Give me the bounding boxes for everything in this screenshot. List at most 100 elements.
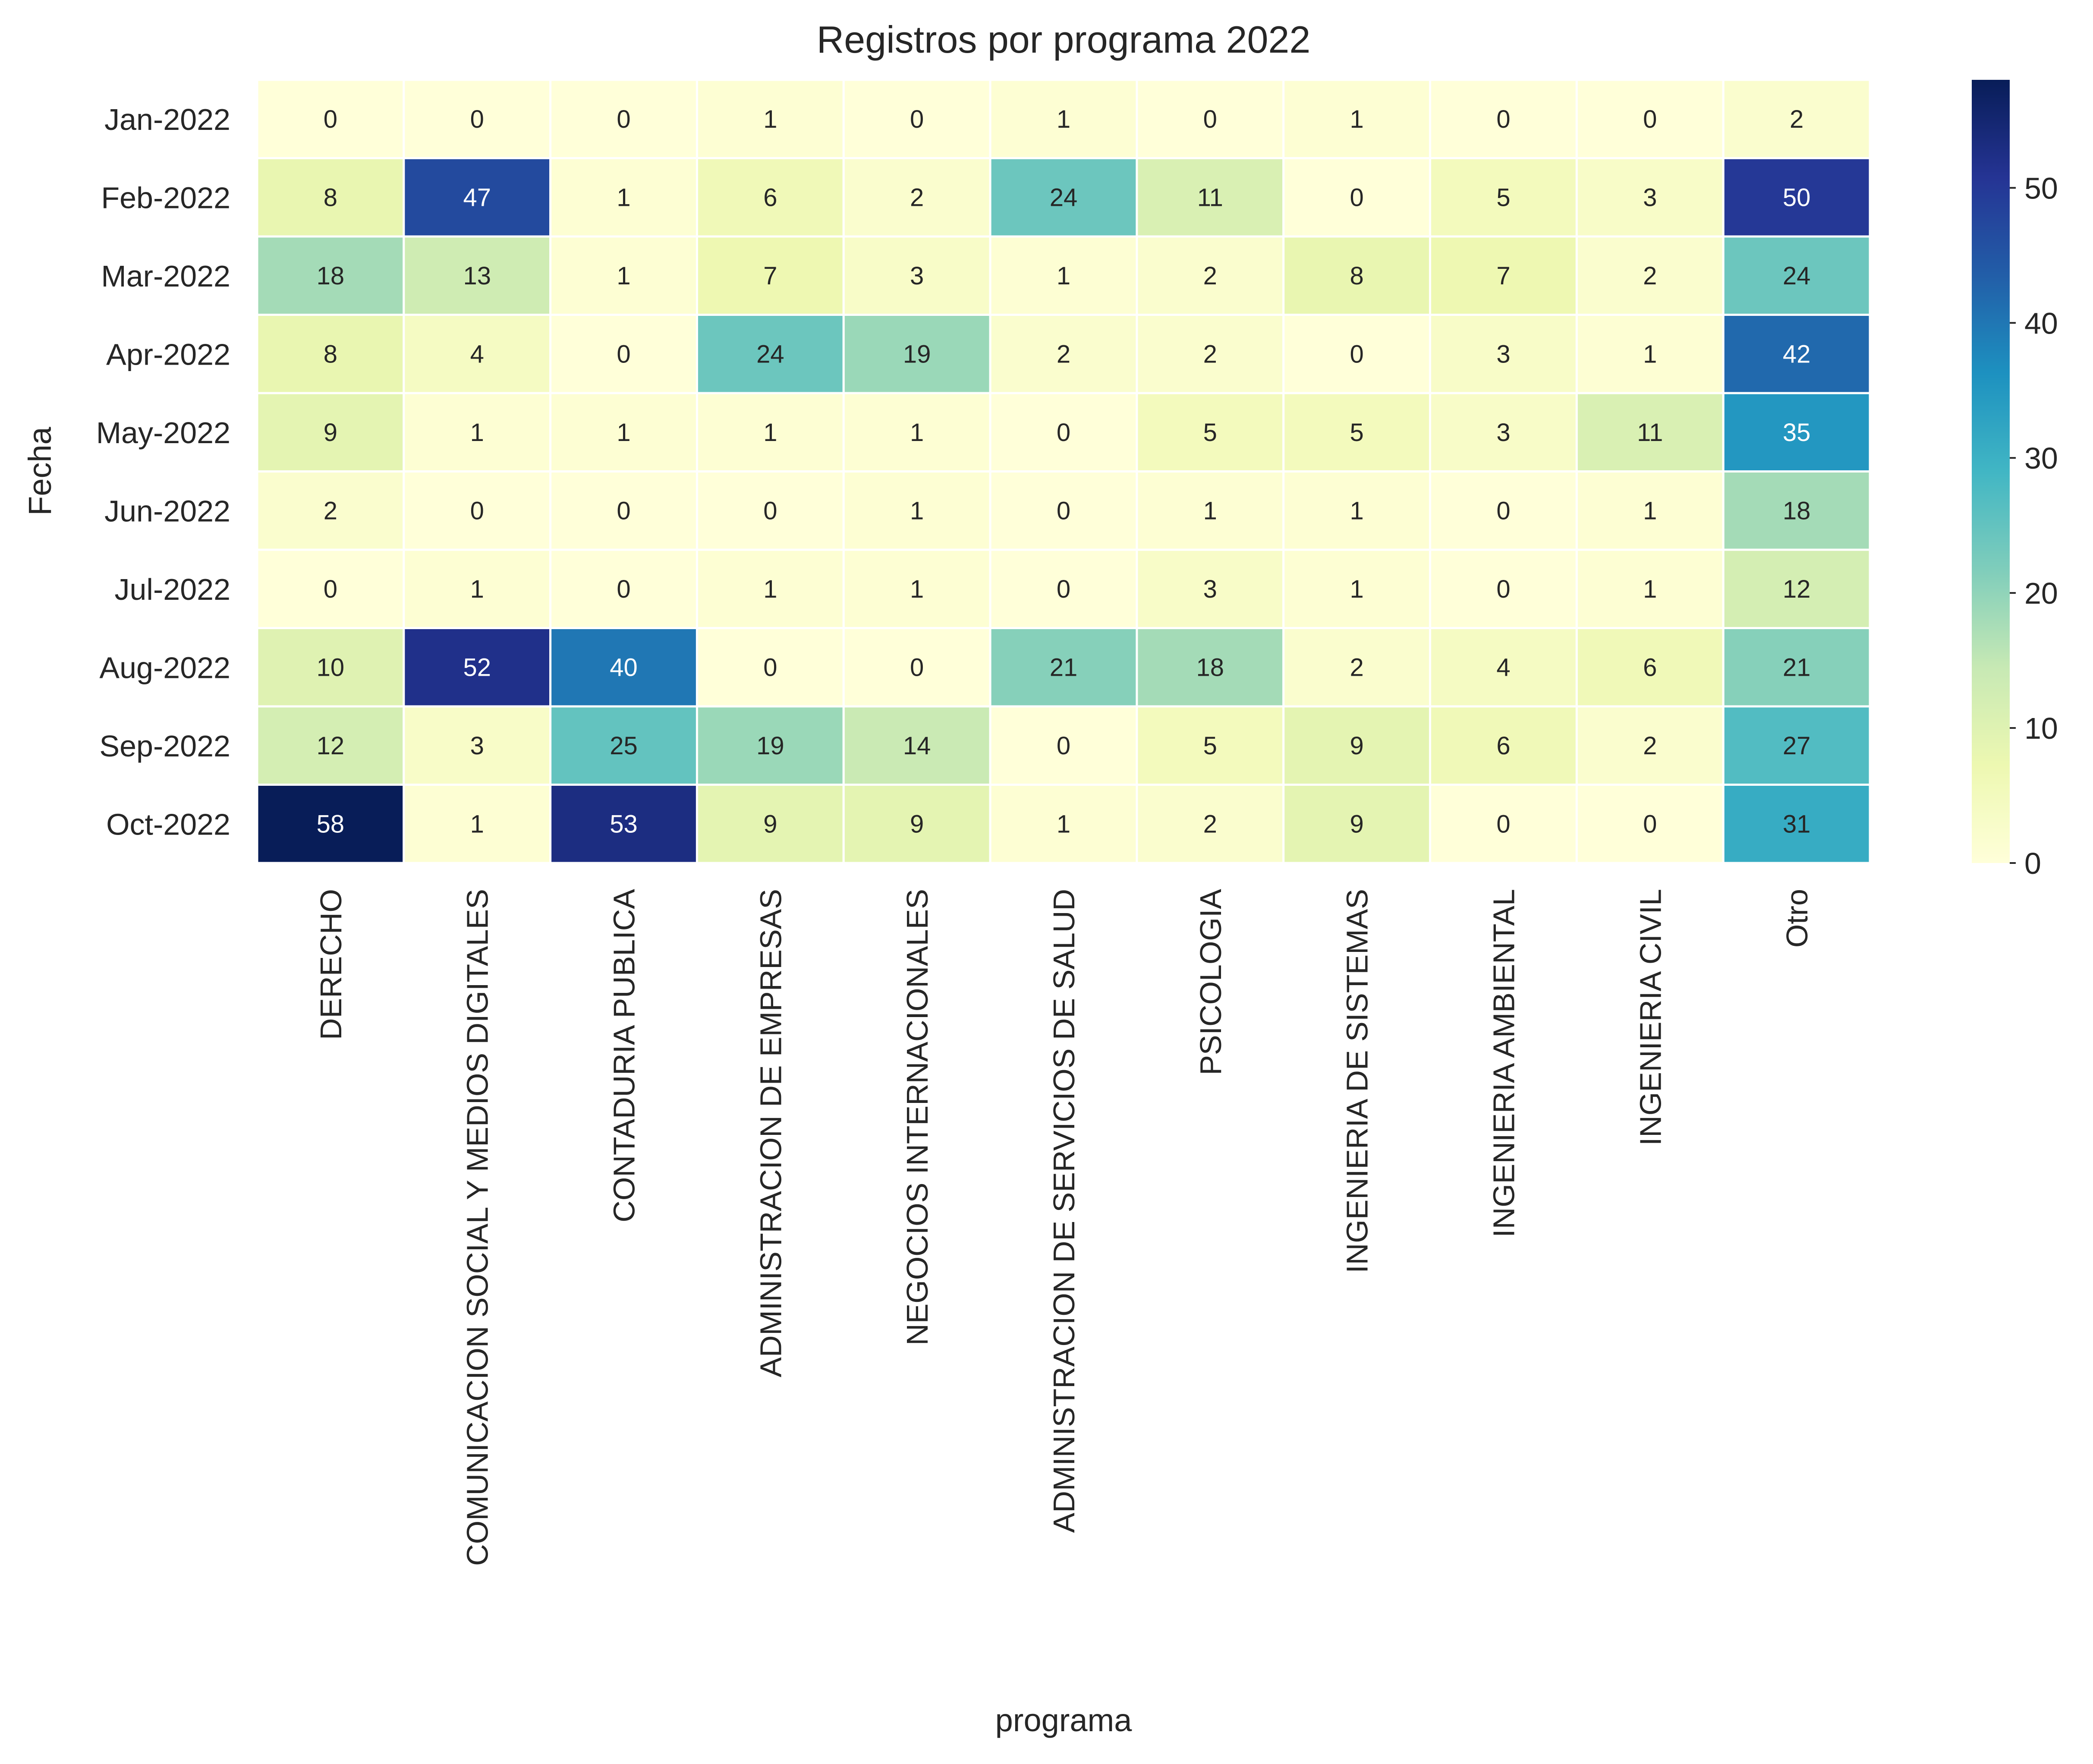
heatmap-cell bbox=[1575, 79, 1725, 159]
cell-value-label: 2 bbox=[1350, 653, 1364, 681]
cell-value-label: 1 bbox=[1203, 497, 1217, 525]
x-tick-label: DERECHO bbox=[314, 889, 348, 1040]
heatmap-cell bbox=[403, 627, 552, 708]
heatmap-cell bbox=[842, 392, 991, 472]
colorbar-tick-label: 20 bbox=[2024, 576, 2058, 610]
heatmap-cell bbox=[842, 784, 991, 864]
cell-value-label: 1 bbox=[763, 419, 777, 447]
cell-value-label: 2 bbox=[1203, 810, 1217, 838]
cell-value-label: 6 bbox=[1496, 732, 1510, 760]
y-tick-labels: Jan-2022 Feb-2022 Mar-2022 Apr-2022 May-2022… bbox=[96, 103, 230, 841]
colorbar-tick-label: 10 bbox=[2024, 712, 2058, 745]
heatmap-cell bbox=[549, 392, 698, 472]
cell-value-label: 10 bbox=[317, 653, 345, 681]
cell-value-label: 7 bbox=[763, 262, 777, 290]
cell-value-label: 0 bbox=[470, 105, 484, 133]
cell-value-label: 12 bbox=[1783, 575, 1811, 603]
x-tick-labels: DERECHO COMUNICACION SOCIAL Y MEDIOS DIGI… bbox=[314, 889, 1814, 1566]
cell-value-label: 1 bbox=[910, 419, 924, 447]
colorbar bbox=[1972, 80, 2010, 863]
cell-value-label: 0 bbox=[910, 105, 924, 133]
cell-value-label: 1 bbox=[1057, 105, 1070, 133]
heatmap-cell bbox=[1136, 157, 1285, 238]
heatmap-cell bbox=[1722, 548, 1871, 629]
cell-value-label: 1 bbox=[1643, 497, 1657, 525]
cell-value-label: 0 bbox=[1057, 732, 1070, 760]
heatmap-cell bbox=[549, 548, 698, 629]
heatmap-cells bbox=[256, 79, 1871, 864]
heatmap-cell bbox=[1282, 79, 1432, 159]
heatmap-cell bbox=[1429, 157, 1578, 238]
heatmap-cell bbox=[1722, 235, 1871, 316]
cell-value-label: 0 bbox=[1057, 419, 1070, 447]
cell-value-label: 9 bbox=[763, 810, 777, 838]
heatmap-cell bbox=[1136, 548, 1285, 629]
heatmap-cell bbox=[549, 705, 698, 786]
cell-value-label: 9 bbox=[1350, 732, 1364, 760]
heatmap-cell bbox=[403, 548, 552, 629]
cell-value-label: 0 bbox=[1496, 105, 1510, 133]
y-tick-label: Jul-2022 bbox=[114, 573, 230, 606]
x-tick-label: INGENIERIA CIVIL bbox=[1633, 889, 1667, 1146]
cell-value-label: 8 bbox=[1350, 262, 1364, 290]
cell-value-label: 1 bbox=[1350, 497, 1364, 525]
heatmap-cell bbox=[256, 79, 405, 159]
heatmap-cell bbox=[1282, 784, 1432, 864]
cell-value-label: 4 bbox=[1496, 653, 1510, 681]
cell-value-label: 6 bbox=[1643, 653, 1657, 681]
cell-value-label: 0 bbox=[1496, 497, 1510, 525]
heatmap-cell bbox=[989, 79, 1138, 159]
x-tick-label: PSICOLOGIA bbox=[1194, 889, 1227, 1075]
cell-value-label: 18 bbox=[1783, 497, 1811, 525]
heatmap-cell bbox=[696, 548, 845, 629]
cell-value-label: 8 bbox=[324, 340, 337, 368]
heatmap-cell bbox=[549, 157, 698, 238]
cell-value-label: 1 bbox=[617, 419, 630, 447]
cell-value-label: 1 bbox=[1350, 105, 1364, 133]
cell-value-label: 2 bbox=[1790, 105, 1803, 133]
cell-value-label: 0 bbox=[763, 497, 777, 525]
cell-value-label: 9 bbox=[1350, 810, 1364, 838]
heatmap-cell bbox=[256, 235, 405, 316]
heatmap-cell bbox=[989, 784, 1138, 864]
heatmap-cell bbox=[1575, 784, 1725, 864]
heatmap-cell bbox=[696, 314, 845, 394]
heatmap-cell bbox=[1429, 548, 1578, 629]
heatmap-cell bbox=[989, 235, 1138, 316]
cell-value-label: 8 bbox=[324, 183, 337, 211]
cell-value-label: 1 bbox=[1643, 575, 1657, 603]
y-axis-label: Fecha bbox=[22, 426, 58, 516]
heatmap-cell bbox=[1722, 157, 1871, 238]
cell-value-label: 1 bbox=[470, 575, 484, 603]
cell-value-label: 0 bbox=[1496, 575, 1510, 603]
cell-value-label: 0 bbox=[470, 497, 484, 525]
cell-value-label: 0 bbox=[1057, 497, 1070, 525]
heatmap-cell bbox=[256, 392, 405, 472]
cell-value-label: 5 bbox=[1203, 419, 1217, 447]
heatmap-cell bbox=[549, 314, 698, 394]
cell-value-label: 0 bbox=[1350, 183, 1364, 211]
heatmap-cell bbox=[1722, 79, 1871, 159]
cell-value-label: 24 bbox=[756, 340, 784, 368]
heatmap-cell bbox=[403, 79, 552, 159]
cell-value-label: 5 bbox=[1350, 419, 1364, 447]
cell-value-label: 21 bbox=[1050, 653, 1078, 681]
heatmap-cell bbox=[989, 470, 1138, 551]
x-tick-label: NEGOCIOS INTERNACIONALES bbox=[900, 889, 934, 1345]
cell-value-label: 21 bbox=[1783, 653, 1811, 681]
heatmap-cell bbox=[1282, 548, 1432, 629]
cell-value-label: 0 bbox=[617, 575, 630, 603]
cell-value-label: 18 bbox=[1196, 653, 1224, 681]
heatmap-cell bbox=[1429, 235, 1578, 316]
heatmap-cell bbox=[1136, 705, 1285, 786]
heatmap-cell bbox=[696, 784, 845, 864]
cell-value-label: 1 bbox=[1643, 340, 1657, 368]
cell-value-label: 3 bbox=[1496, 340, 1510, 368]
cell-value-label: 24 bbox=[1050, 183, 1078, 211]
heatmap-cell bbox=[256, 548, 405, 629]
cell-value-label: 5 bbox=[1496, 183, 1510, 211]
heatmap-cell bbox=[1575, 314, 1725, 394]
cell-value-label: 0 bbox=[763, 653, 777, 681]
x-tick-label: INGENIERIA AMBIENTAL bbox=[1487, 889, 1520, 1238]
